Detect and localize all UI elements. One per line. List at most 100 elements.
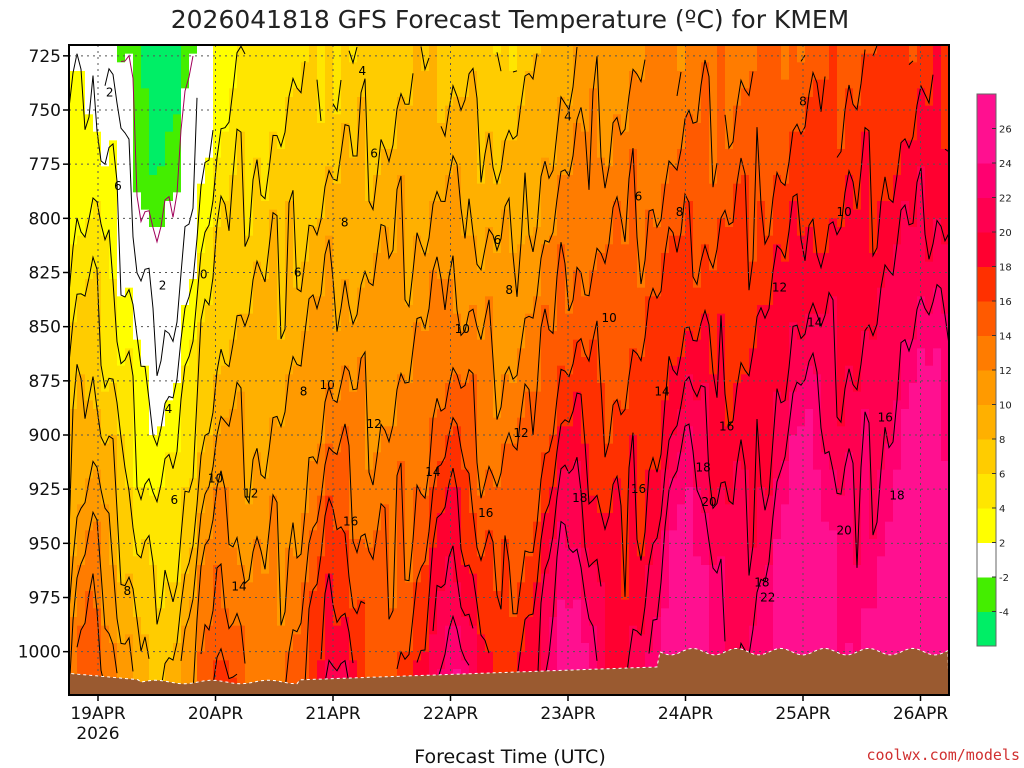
temperature-cell [69,71,78,245]
temperature-cell [837,149,846,228]
colorbar-swatch [977,197,996,233]
temperature-cell [277,149,286,341]
temperature-cell [237,625,246,695]
temperature-cell [653,539,662,618]
temperature-cell [829,218,838,297]
y-tick-label: 1000 [18,643,61,663]
temperature-cell [461,565,470,618]
temperature-cell [453,426,462,488]
temperature-cell [533,391,542,523]
temperature-cell [581,131,590,297]
temperature-cell [749,45,758,72]
temperature-cell [485,227,494,297]
temperature-cell [517,348,526,419]
temperature-cell [909,62,918,141]
temperature-cell [605,45,614,167]
temperature-cell [389,149,398,254]
temperature-cell [149,227,158,436]
temperature-cell [597,582,606,695]
contour-label: 6 [171,493,179,507]
temperature-cell [589,339,598,497]
temperature-cell [125,287,134,349]
colorbar-label: -2 [999,573,1009,584]
temperature-cell [309,461,318,531]
temperature-cell [293,88,302,289]
temperature-cell [757,487,766,583]
temperature-cell [213,435,222,488]
temperature-cell [85,218,94,280]
temperature-cell [77,504,86,566]
temperature-cell [613,478,622,679]
temperature-cell [173,452,182,583]
temperature-cell [845,45,854,89]
temperature-cell [333,625,342,670]
contour-label: 6 [635,190,643,204]
temperature-cell [541,157,550,245]
temperature-cell [517,45,526,107]
temperature-cell [821,253,830,315]
temperature-cell [221,131,230,202]
temperature-cell [805,365,814,410]
temperature-cell [861,45,870,55]
x-axis-label: Forecast Time (UTC) [414,746,605,768]
x-tick-label: 23APR [540,704,596,724]
temperature-cell [773,175,782,245]
temperature-cell [893,244,902,401]
temperature-cell [397,374,406,462]
temperature-cell [613,400,622,479]
temperature-cell [797,426,806,695]
temperature-cell [933,348,942,695]
temperature-cell [261,279,270,479]
temperature-cell [685,45,694,115]
ground-terrain [69,647,949,695]
temperature-cell [565,105,574,176]
temperature-cell [277,45,286,150]
temperature-cell [637,45,646,81]
temperature-cell [261,573,270,695]
temperature-cell [413,582,422,661]
temperature-cell [221,365,230,419]
temperature-cell [557,599,566,695]
temperature-cell [381,45,390,150]
temperature-cell [653,45,662,228]
temperature-cell [445,487,454,557]
temperature-cell [565,469,574,549]
temperature-cell [173,643,182,695]
temperature-cell [869,53,878,254]
temperature-cell [165,582,174,661]
temperature-cell [301,45,310,63]
temperature-cell [813,374,822,471]
temperature-cell [941,149,949,245]
colorbar-label: 20 [999,228,1012,239]
contour-label: 6 [958,75,966,89]
temperature-cell [93,270,102,410]
contour-label: 16 [719,419,734,433]
temperature-cell [77,235,86,297]
temperature-cell [925,45,934,107]
temperature-cell [341,660,350,695]
temperature-cell [101,235,110,393]
temperature-cell [325,495,334,575]
temperature-cell [85,530,94,592]
colorbar-label: 2 [999,539,1005,550]
contour-label: 0 [200,268,208,282]
x-tick-label: 25APR [775,704,831,724]
colorbar-label: 18 [999,263,1012,274]
temperature-cell [909,383,918,695]
temperature-cell [581,599,590,644]
temperature-cell [701,565,710,695]
temperature-cell [365,547,374,695]
temperature-cell [589,270,598,341]
temperature-cell [909,227,918,341]
temperature-cell [429,45,438,202]
temperature-cell [829,45,838,219]
temperature-cell [669,235,678,367]
temperature-cell [693,45,702,124]
temperature-cell [293,45,302,89]
temperature-cell [557,244,566,367]
temperature-cell [173,114,182,193]
temperature-cell [837,426,846,497]
temperature-cell [205,435,214,488]
temperature-cell [797,235,806,341]
temperature-cell [589,88,598,271]
